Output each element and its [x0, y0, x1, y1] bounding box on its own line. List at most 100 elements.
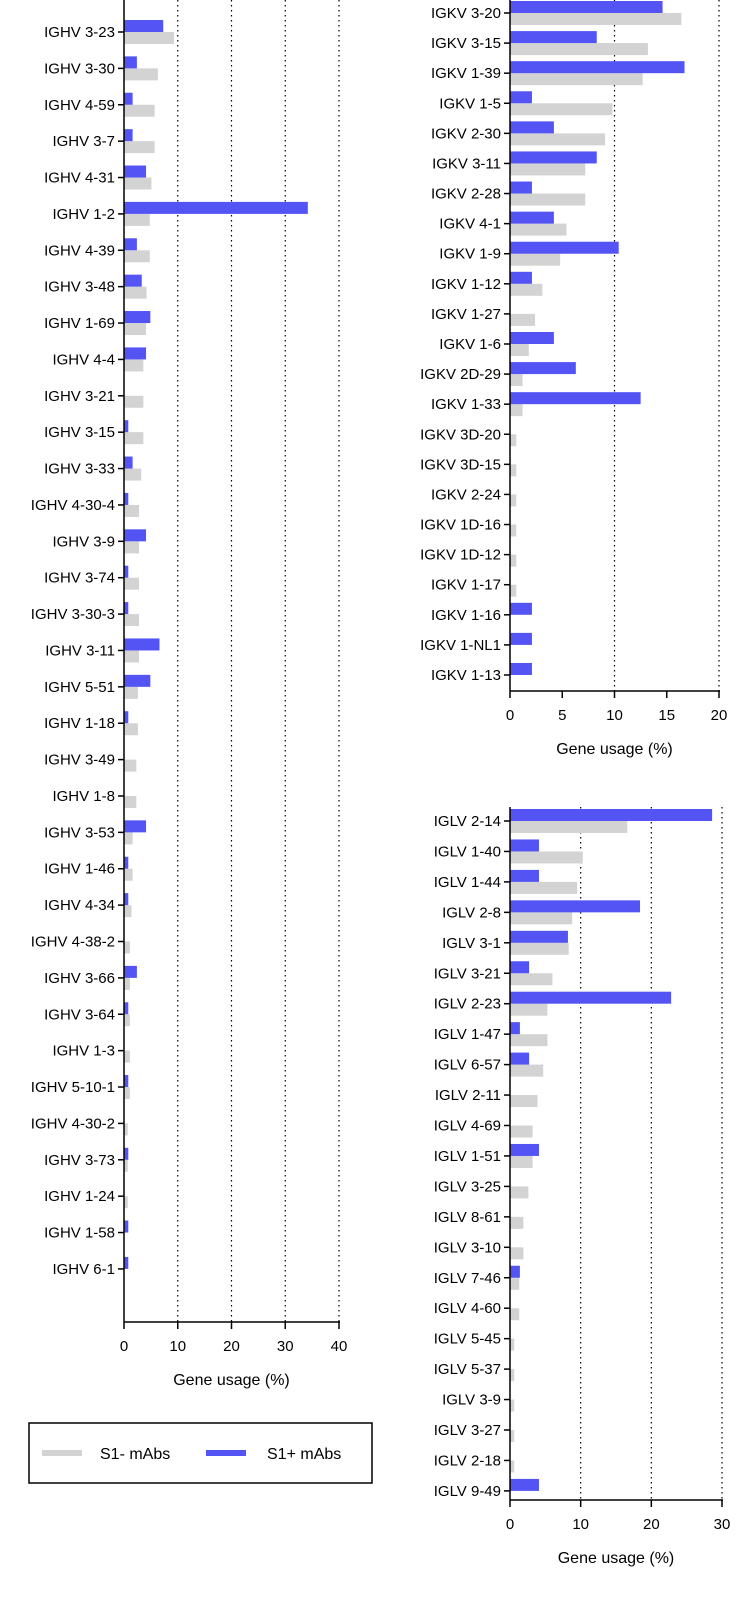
igkv-category-label: IGKV 4-1	[439, 216, 501, 233]
igkv-bar-s1-positive	[510, 181, 532, 194]
igkv-category-label: IGKV 2D-29	[420, 366, 501, 383]
iglv-x-tick-label: 20	[643, 1516, 660, 1533]
iglv-bar-s1-positive	[510, 991, 672, 1004]
iglv-category-label: IGLV 1-40	[434, 843, 501, 860]
igkv-bar-s1-negative	[510, 283, 543, 296]
igkv-bar-s1-positive	[510, 331, 554, 344]
ighv-bar-s1-negative	[124, 541, 140, 554]
igkv-bar-s1-negative	[510, 223, 567, 236]
ighv-category-label: IGHV 3-9	[52, 533, 115, 550]
ighv-bar-s1-positive	[124, 1220, 129, 1233]
ighv-category-label: IGHV 4-30-4	[31, 497, 115, 514]
iglv-bar-s1-negative	[510, 1095, 538, 1108]
ighv-bar-s1-negative	[124, 1159, 128, 1172]
iglv-category-label: IGLV 4-60	[434, 1300, 501, 1317]
iglv-category-label: IGLV 3-21	[434, 965, 501, 982]
ighv-x-tick-label: 0	[120, 1338, 128, 1355]
iglv-bar-s1-positive	[510, 809, 713, 821]
igkv-bar-s1-negative	[510, 103, 613, 116]
ighv-bar-s1-negative	[124, 395, 144, 408]
igkv-category-label: IGKV 1-17	[431, 577, 501, 594]
iglv-bar-s1-negative	[510, 1308, 520, 1321]
ighv-x-axis-title: Gene usage (%)	[173, 1372, 290, 1389]
igkv-bar-s1-negative	[510, 374, 523, 387]
ighv-bar-s1-negative	[124, 723, 138, 736]
ighv-bar-s1-negative	[124, 250, 150, 263]
iglv-bar-s1-negative	[510, 821, 628, 833]
iglv-category-label: IGLV 8-61	[434, 1209, 501, 1226]
igkv-category-label: IGKV 2-28	[431, 186, 501, 203]
igkv-category-label: IGKV 1-9	[439, 246, 501, 263]
ighv-category-label: IGHV 3-11	[45, 642, 115, 659]
igkv-bar-s1-negative	[510, 163, 586, 176]
ighv-bar-s1-negative	[124, 323, 147, 336]
igkv-x-tick-label: 20	[711, 707, 728, 724]
iglv-bar-s1-negative	[510, 942, 569, 955]
igkv-category-label: IGKV 1-12	[431, 276, 501, 293]
iglv-x-tick-label: 10	[572, 1516, 589, 1533]
iglv-bar-s1-positive	[510, 930, 568, 943]
ighv-category-label: IGHV 3-49	[44, 752, 115, 769]
ighv-bar-s1-positive	[124, 1002, 129, 1015]
iglv-bar-s1-negative	[510, 1155, 533, 1168]
ighv-x-tick-label: 40	[331, 1338, 348, 1355]
iglv-bar-s1-negative	[510, 1460, 515, 1473]
ighv-category-label: IGHV 3-21	[44, 388, 115, 405]
igkv-category-label: IGKV 3D-20	[420, 426, 501, 443]
ighv-bar-s1-negative	[124, 905, 132, 918]
ighv-category-label: IGHV 3-73	[44, 1152, 115, 1169]
ighv-bar-s1-positive	[124, 201, 308, 214]
igkv-bar-s1-negative	[510, 43, 648, 56]
igkv-bar-s1-positive	[510, 602, 532, 615]
ighv-bar-s1-negative	[124, 141, 155, 154]
iglv-category-label: IGLV 7-46	[434, 1270, 501, 1287]
igkv-category-label: IGKV 1D-16	[420, 517, 501, 534]
iglv-bar-s1-positive	[510, 869, 539, 882]
igkv-bar-s1-negative	[510, 193, 586, 206]
iglv-bar-s1-positive	[510, 1478, 539, 1491]
ighv-bar-s1-positive	[124, 492, 129, 505]
iglv-bar-s1-negative	[510, 1003, 548, 1016]
igkv-bar-s1-negative	[510, 313, 536, 326]
igkv-category-label: IGKV 1-33	[431, 396, 501, 413]
ighv-category-label: IGHV 1-8	[52, 788, 115, 805]
igkv-bar-s1-negative	[510, 494, 517, 507]
igkv-panel: IGKV 3-20 IGKV 3-15 IGKV 1-39 IGKV 1-5 IGKV …	[420, 0, 727, 758]
iglv-bar-s1-positive	[510, 1265, 520, 1278]
ighv-category-label: IGHV 1-69	[44, 315, 115, 332]
ighv-bar-s1-negative	[124, 1087, 130, 1100]
ighv-category-label: IGHV 4-4	[52, 351, 115, 368]
iglv-bar-s1-negative	[510, 1430, 515, 1442]
ighv-x-tick-label: 30	[277, 1338, 294, 1355]
ighv-bar-s1-negative	[124, 650, 140, 663]
ighv-bar-s1-positive	[124, 856, 129, 869]
ighv-bar-s1-negative	[124, 1050, 130, 1063]
ighv-category-label: IGHV 1-18	[44, 715, 115, 732]
igkv-x-tick-label: 15	[658, 707, 675, 724]
igkv-category-label: IGKV 1-13	[431, 667, 501, 684]
ighv-bar-s1-positive	[124, 56, 137, 69]
ighv-category-label: IGHV 6-1	[52, 1261, 115, 1278]
ighv-bar-s1-positive	[124, 674, 151, 687]
igkv-bar-s1-negative	[510, 434, 517, 447]
ighv-category-label: IGHV 4-39	[44, 242, 115, 259]
igkv-bar-s1-positive	[510, 91, 532, 104]
ighv-bar-s1-positive	[124, 274, 142, 287]
ighv-bar-s1-negative	[124, 213, 150, 226]
iglv-bar-s1-negative	[510, 1034, 548, 1047]
igkv-bar-s1-negative	[510, 524, 517, 537]
igkv-bar-s1-negative	[510, 584, 517, 597]
ighv-category-label: IGHV 1-24	[44, 1188, 115, 1205]
iglv-bar-s1-negative	[510, 1064, 544, 1077]
ighv-bar-s1-negative	[124, 577, 140, 590]
iglv-category-label: IGLV 3-9	[442, 1392, 501, 1409]
iglv-category-label: IGLV 2-14	[434, 813, 501, 830]
ighv-bar-s1-negative	[124, 759, 137, 772]
iglv-x-axis-title: Gene usage (%)	[558, 1550, 675, 1567]
igkv-bar-s1-positive	[510, 362, 576, 375]
igkv-category-label: IGKV 3-11	[432, 155, 501, 172]
ighv-bar-s1-negative	[124, 686, 138, 699]
ighv-category-label: IGHV 4-31	[44, 170, 115, 187]
ighv-bar-s1-positive	[124, 602, 129, 615]
